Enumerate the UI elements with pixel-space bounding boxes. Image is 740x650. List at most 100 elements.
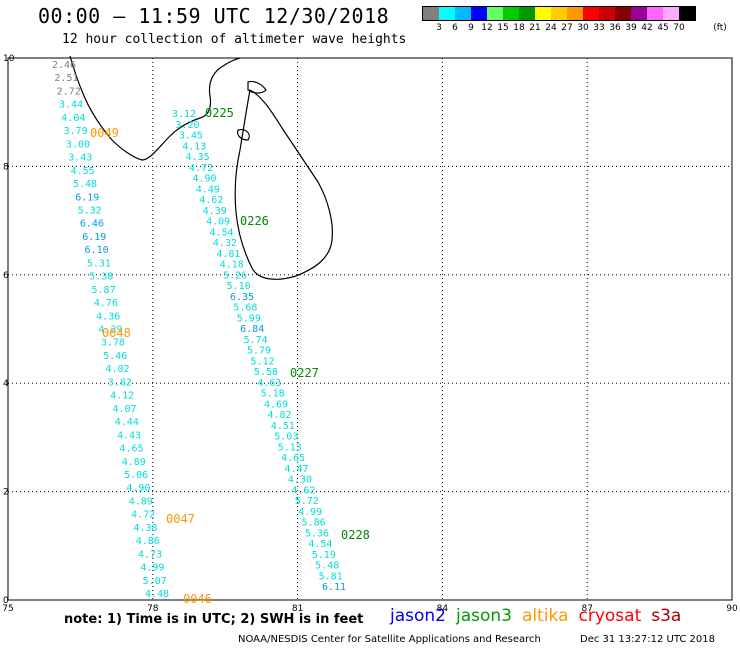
wave-value: 4.99 (298, 507, 322, 518)
wave-value: 5.32 (78, 205, 102, 216)
footer-note: note: 1) Time is in UTC; 2) SWH is in fe… (64, 612, 364, 627)
wave-value: 5.07 (143, 576, 167, 587)
mission-legend: jason2 jason3 altika cryosat s3a (390, 606, 691, 626)
wave-value: 5.36 (305, 528, 329, 539)
wave-value: 4.63 (257, 378, 281, 389)
wave-value: 4.02 (105, 364, 129, 375)
wave-value: 5.10 (227, 281, 251, 292)
legend-label: 24 (545, 23, 557, 33)
legend-label: 18 (513, 23, 525, 33)
wave-value: 4.48 (145, 589, 169, 600)
legend-swatch (535, 7, 551, 20)
wave-value: 3.82 (108, 377, 132, 388)
wave-value: 4.76 (94, 298, 118, 309)
wave-value: 4.82 (267, 410, 291, 421)
wave-value: 4.54 (210, 227, 234, 238)
y-tick-label: 0 (3, 596, 9, 606)
legend-label: 6 (452, 23, 458, 33)
mission-name: altika (522, 606, 569, 626)
wave-value: 6.35 (230, 292, 254, 303)
wave-value: 4.81 (216, 249, 240, 260)
wave-value: 3.12 (172, 109, 196, 120)
legend-label: 45 (657, 23, 669, 33)
mission-name: cryosat (578, 606, 642, 626)
wave-value: 4.62 (199, 195, 223, 206)
wave-value: 4.07 (112, 404, 136, 415)
wave-value: 4.86 (136, 536, 160, 547)
x-tick-label: 78 (147, 604, 159, 614)
track-labels: 0049 0225 0226 0048 0227 0047 0228 0046 (90, 106, 370, 606)
wave-value: 5.46 (103, 351, 127, 362)
wave-value: 4.72 (131, 510, 155, 521)
wave-value: 5.03 (274, 432, 298, 443)
legend-swatch (455, 7, 471, 20)
wave-value: 5.48 (315, 561, 339, 572)
wave-value: 6.10 (85, 245, 109, 256)
track-b-values: 3.123.203.454.134.354.724.904.494.624.39… (172, 109, 346, 593)
pass-label: 0047 (166, 512, 195, 526)
mannar-island (237, 129, 250, 141)
wave-value: 4.55 (71, 166, 95, 177)
y-tick-label: 2 (3, 488, 9, 498)
legend-swatches (422, 6, 696, 21)
wave-value: 4.44 (115, 417, 139, 428)
wave-value: 5.48 (73, 179, 97, 190)
wave-value: 4.32 (213, 238, 237, 249)
pass-label: 0227 (290, 366, 319, 380)
wave-value: 5.79 (247, 346, 271, 357)
wave-value: 3.44 (59, 100, 83, 111)
y-tick-label: 6 (3, 271, 9, 281)
legend-label: 30 (577, 23, 589, 33)
wave-value: 4.90 (192, 174, 216, 185)
legend-label: 3 (436, 23, 442, 33)
wave-value: 4.39 (203, 206, 227, 217)
legend-swatch (599, 7, 615, 20)
wave-value: 5.58 (254, 367, 278, 378)
pass-label: 0046 (183, 592, 212, 606)
x-tick-label: 75 (2, 604, 13, 614)
wave-value: 5.13 (278, 442, 302, 453)
legend-label: 42 (641, 23, 653, 33)
wave-value: 5.81 (319, 571, 343, 582)
mission-name: s3a (651, 606, 682, 626)
wave-value: 4.35 (186, 152, 210, 163)
wave-value: 4.54 (308, 539, 332, 550)
wave-value: 4.99 (140, 563, 164, 574)
india-coast (69, 55, 241, 161)
timestamp-text: Dec 31 13:27:12 UTC 2018 (580, 634, 715, 645)
legend-swatch (551, 7, 567, 20)
legend-swatch (679, 7, 695, 20)
legend-label: 70 (673, 23, 685, 33)
wave-value: 3.00 (66, 139, 90, 150)
wave-value: 4.51 (271, 421, 295, 432)
wave-value: 5.87 (92, 285, 116, 296)
x-tick-label: 87 (581, 604, 592, 614)
wave-value: 5.18 (261, 389, 285, 400)
wave-value: 5.72 (295, 496, 319, 507)
wave-value: 4.65 (119, 444, 143, 455)
pass-label: 0226 (240, 214, 269, 228)
wave-value: 4.04 (61, 113, 85, 124)
legend-swatch (631, 7, 647, 20)
map-grid (7, 57, 733, 601)
legend-swatch (615, 7, 631, 20)
legend-swatch (663, 7, 679, 20)
mission-name: jason2 (390, 606, 446, 626)
legend-swatch (583, 7, 599, 20)
wave-value: 2.51 (54, 73, 78, 84)
track-a-values: 2.46 2.51 2.72 3.44 4.04 3.79 3.00 3.43 4.55 5.48… (52, 60, 169, 600)
legend-labels: (ft) 3 6 9 12 15 18 21 24 27 30 33 36 39 42 45 70 (422, 21, 727, 33)
legend-label: 9 (468, 23, 474, 33)
legend-swatch (503, 7, 519, 20)
mission-name: jason3 (456, 606, 512, 626)
legend-swatch (487, 7, 503, 20)
wave-value: 4.69 (264, 399, 288, 410)
wave-value: 5.19 (312, 550, 336, 561)
page-title: 00:00 – 11:59 UTC 12/30/2018 (38, 4, 390, 28)
legend-label: 33 (593, 23, 605, 33)
wave-value: 5.99 (237, 313, 261, 324)
wave-value: 4.38 (133, 523, 157, 534)
wave-value: 4.29 (99, 325, 123, 336)
x-tick-label: 84 (437, 604, 449, 614)
